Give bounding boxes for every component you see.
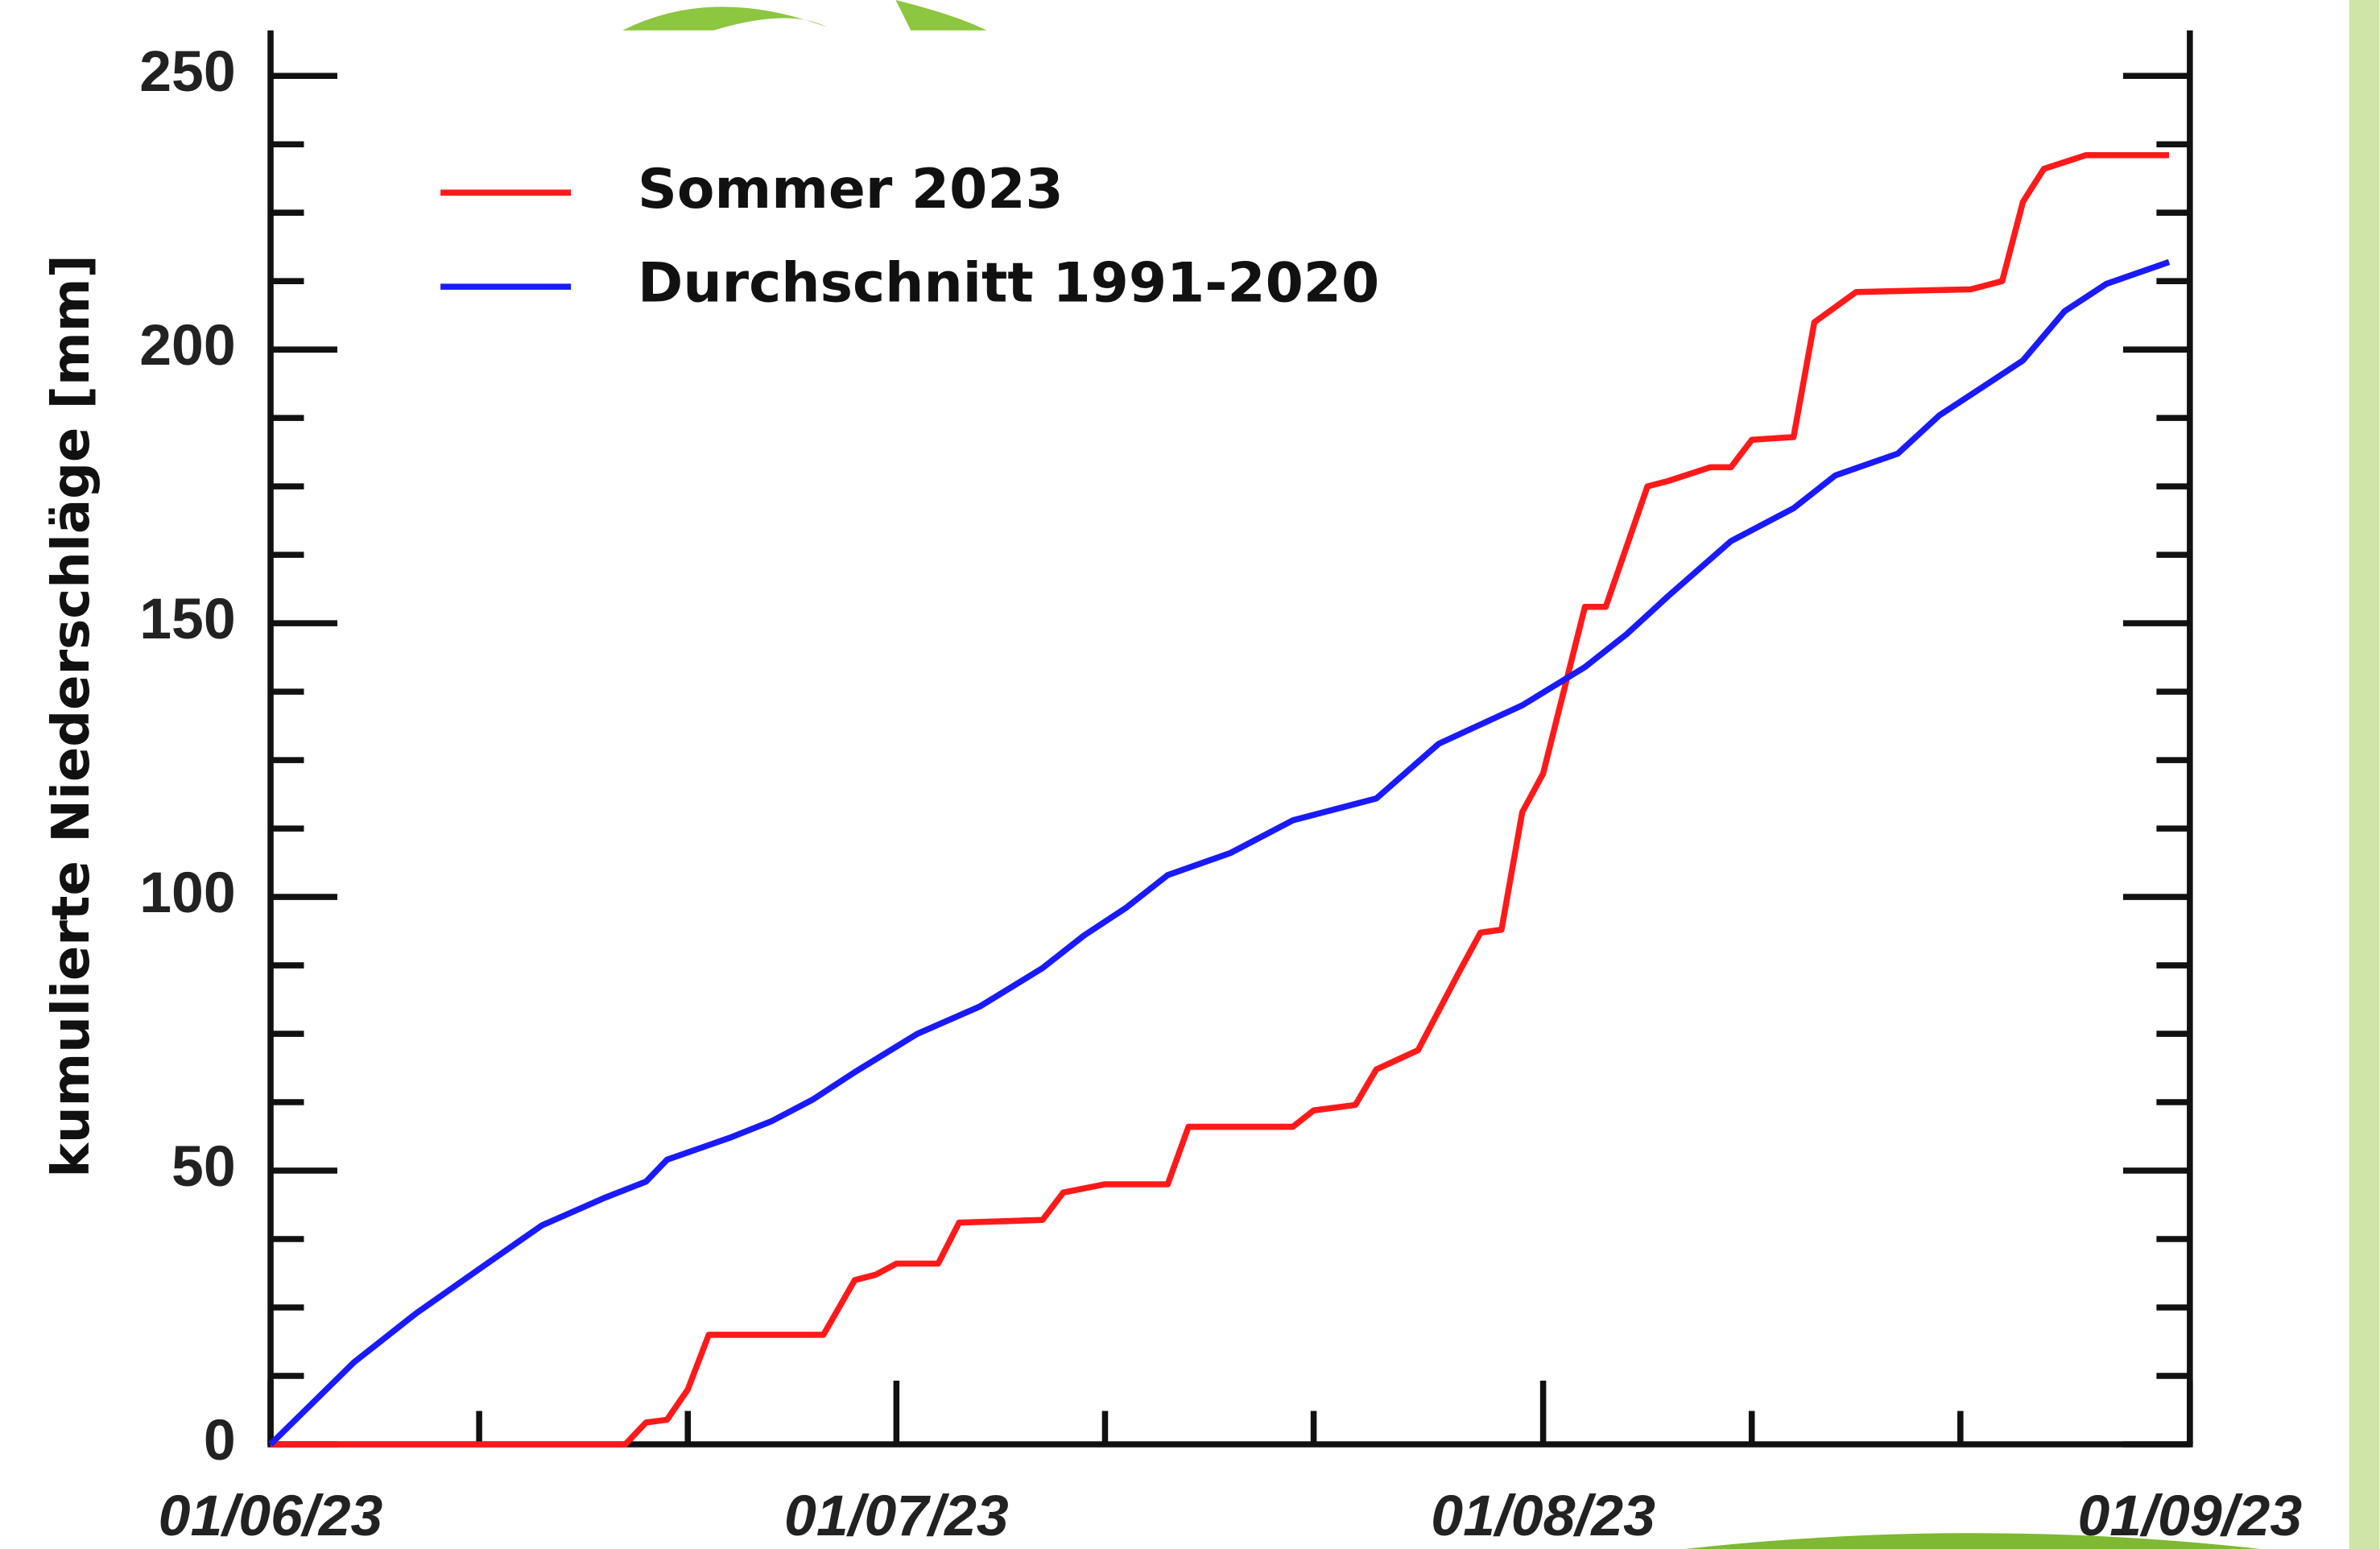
decoration (895, 0, 986, 31)
decoration (2349, 0, 2380, 1549)
x-tick-label: 01/07/23 (784, 1484, 1009, 1548)
data-line (271, 262, 2169, 1444)
y-tick-label: 200 (139, 313, 235, 378)
y-tick-label: 0 (204, 1408, 236, 1473)
y-tick-label: 150 (139, 587, 235, 651)
x-tick-label: 01/06/23 (159, 1484, 383, 1548)
legend-label: Sommer 2023 (638, 157, 1064, 221)
page: {"chart_data": { "type": "line", "y_labe… (0, 0, 2380, 1549)
data-line (271, 155, 2169, 1444)
y-tick-label: 100 (139, 861, 235, 925)
decoration (622, 6, 827, 30)
y-tick-label: 50 (171, 1134, 236, 1199)
chart: kumulierte Niederschläge [mm] 0 50 100 150 2… (0, 0, 2380, 1549)
y-axis-title: kumulierte Niederschläge [mm] (42, 254, 101, 1177)
y-tick-label: 250 (139, 39, 235, 104)
x-tick-label: 01/08/23 (1431, 1484, 1655, 1548)
x-tick-label: 01/09/23 (2077, 1484, 2302, 1548)
legend-label: Durchschnitt 1991-2020 (638, 251, 1379, 315)
